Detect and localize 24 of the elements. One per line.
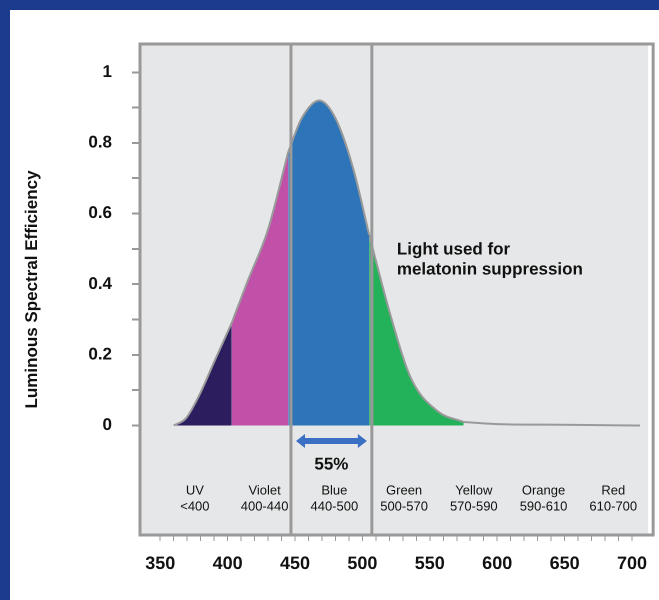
x-tick-label: 500 [347, 552, 378, 573]
annotation: Yellow 570-590 [450, 482, 498, 514]
x-tick-label: 650 [550, 552, 580, 573]
annotation: Violet 400-440 [240, 482, 288, 514]
annotation: Green 500-570 [380, 482, 428, 514]
annotation: Light used for melatonin suppression [396, 240, 583, 279]
y-tick-label: 0.8 [88, 132, 112, 152]
annotation: 55% [314, 454, 348, 474]
annotation: Red 610-700 [589, 482, 638, 514]
x-tick-label: 600 [482, 552, 512, 573]
y-tick-label: 0.6 [88, 203, 112, 222]
x-tick-label: 450 [280, 552, 310, 573]
annotation: Orange 590-610 [520, 482, 568, 514]
x-tick-label: 350 [145, 552, 176, 573]
x-tick-label: 400 [212, 552, 243, 573]
annotation: Blue 440-500 [310, 482, 358, 514]
y-axis-title: Luminous Spectral Efficiency [22, 170, 41, 409]
y-tick-label: 0 [102, 415, 112, 434]
y-tick-label: 1 [102, 62, 112, 81]
x-tick-label: 550 [414, 552, 445, 573]
annotation: UV <400 [180, 482, 210, 514]
y-tick-label: 0.4 [88, 274, 113, 293]
y-tick-label: 0.2 [88, 344, 112, 364]
x-tick-label: 700 [616, 552, 648, 573]
